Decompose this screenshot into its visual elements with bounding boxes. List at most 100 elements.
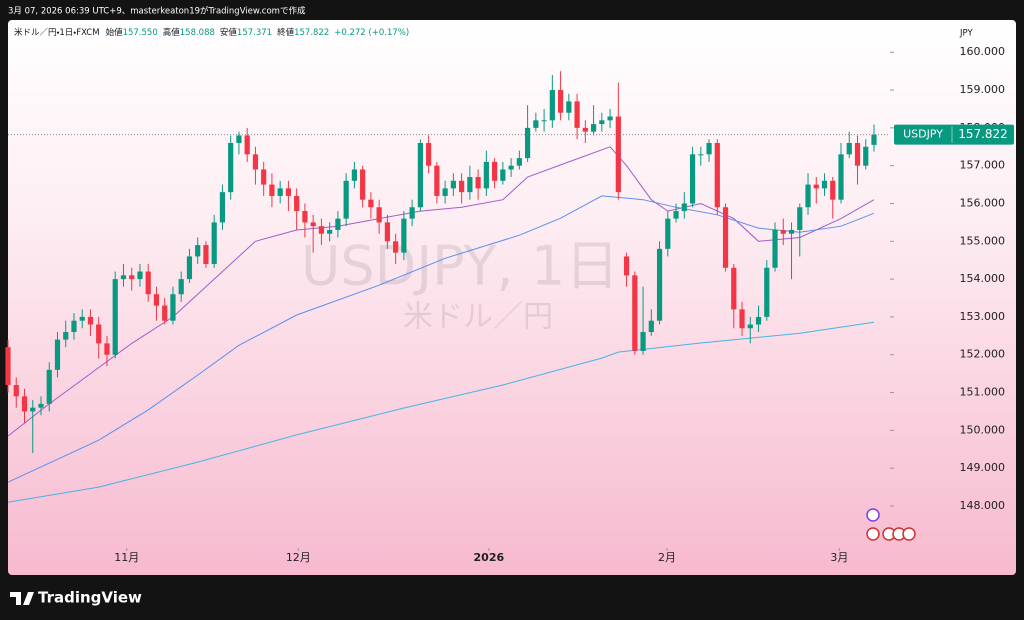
symbol: 米ドル／円・1日・FXCM 始値157.550 高値158.088 安値157.371… [14,27,409,38]
candle-body [722,207,729,268]
candle-body [747,324,753,329]
candle-body [780,229,786,234]
flag-icon[interactable] [866,527,880,541]
candle-body [71,320,77,333]
candle-body [566,101,572,113]
candle-body [409,207,415,219]
candle-body [417,142,423,208]
candle-body [615,116,621,193]
candle-body [277,188,283,196]
x-tick-label: 2026 [474,551,505,564]
candle-body [21,396,28,412]
candle-body [772,229,778,268]
open-label: 始値 [106,27,124,38]
y-tick-label: 156.000 [960,196,1006,209]
moving-average [7,195,875,483]
candle-body [442,188,448,196]
symbol-line: 米ドル／円・1日・FXCM 始値157.550 高値158.088 安値157.371… [14,27,409,38]
candle-body [186,256,193,280]
candle-body [302,211,308,223]
candle-body [500,169,506,181]
candle-body [96,324,102,344]
candle-body [38,403,44,408]
candle-body [450,180,456,189]
candle-body [211,222,217,264]
candle-body [30,407,36,412]
y-tick-label: 148.000 [960,499,1006,512]
y-tick-label: 154.000 [960,272,1006,285]
footer: TradingView [10,589,142,607]
candle-body [153,294,160,306]
y-tick-label: 149.000 [960,461,1006,474]
candle-body [228,142,234,193]
candle-body [582,127,588,132]
symbol-name: 米ドル／円・1日・FXCM [14,27,100,38]
candle-body [244,135,250,155]
candle-body [120,275,127,280]
candle-body [87,316,94,325]
candle-body [368,199,374,208]
candle-body [343,180,349,219]
candle-body [327,229,333,234]
candle-body [426,142,432,166]
low-label: 安値 [220,27,238,38]
candle-body [599,120,605,125]
candle-body [236,135,242,143]
candle-body [335,218,341,230]
candle-body [805,184,811,208]
watermark-sub: 米ドル／円 [403,300,553,335]
candle-body [533,120,539,128]
candle-body [483,161,489,189]
x-tick-label: 2月 [658,551,676,564]
event-icon[interactable] [866,508,880,522]
close-label: 終値 [277,27,295,38]
candle-body [632,275,638,351]
high-label: 高値 [163,27,181,38]
candle-body [376,207,382,223]
price-tag [894,124,1014,145]
candle-body [764,267,770,317]
flag-icon[interactable] [902,527,916,541]
candle-body [310,222,316,227]
candle-body [5,347,11,385]
candle-body [508,165,514,170]
candle-body [656,248,663,321]
candle-body [318,226,325,234]
candle-body [475,177,481,189]
candle-body [830,180,836,200]
candle-body [162,305,168,321]
chart-background [8,20,1016,575]
candle-body [351,169,357,181]
change: +0.272 (+0.17%) [334,28,409,38]
close-value: 157.822 [294,28,329,38]
caption: 3月 07, 2026 06:39 UTC+9、masterkeaton19がT… [8,6,306,17]
candle-body [261,169,267,185]
high-value: 158.088 [180,28,215,38]
candle-body [541,120,547,122]
candle-body [104,343,110,355]
candle-body [689,154,696,204]
candle-body [846,142,852,155]
plot [5,51,894,551]
candle-body [46,369,52,404]
candle-body [393,241,399,253]
candle-body [838,154,844,200]
candle-body [137,271,143,280]
candle-body [797,207,803,230]
candle-body [557,90,564,113]
candle-body [285,188,292,196]
candle-body [401,218,407,253]
x-tick-label: 3月 [830,551,848,564]
candle-body [219,192,226,223]
watermark: USDJPY, 1日 [301,235,619,298]
watermark-group: USDJPY, 1日 米ドル／円 [301,235,619,335]
candle-body [863,146,869,166]
price-tag-value: 157.822 [958,127,1008,141]
y-tick-label: 152.000 [960,348,1006,361]
candle-body [195,245,201,257]
candle-body [698,154,704,156]
logo [10,592,34,605]
candle-body [871,134,877,145]
candle-body [269,184,275,196]
candle-body [788,229,795,234]
